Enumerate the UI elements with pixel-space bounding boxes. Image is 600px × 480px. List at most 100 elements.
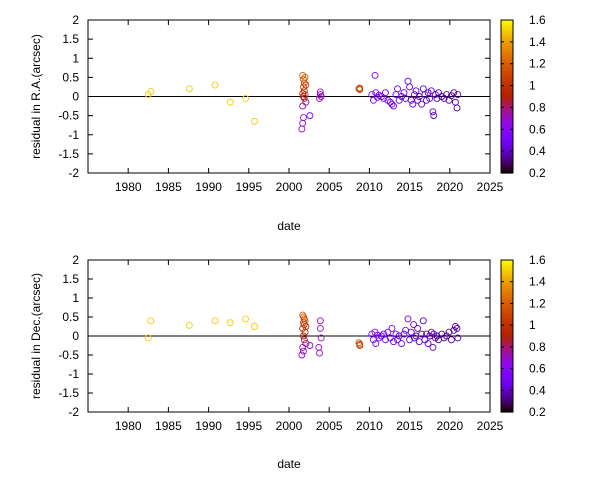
colorbar-segment: [501, 298, 513, 302]
y-tick-label: 1: [72, 291, 79, 305]
data-point: [412, 87, 420, 95]
colorbar-segment: [501, 353, 513, 357]
colorbar-tick-label: 1.4: [529, 275, 546, 289]
data-point: [299, 119, 307, 127]
x-tick-label: 2015: [396, 180, 423, 194]
colorbar-segment: [501, 305, 513, 309]
data-point: [451, 323, 459, 330]
colorbar-segment: [501, 88, 513, 92]
data-point: [211, 81, 219, 89]
data-point: [453, 104, 461, 112]
colorbar-segment: [501, 63, 513, 67]
colorbar-tick-label: 1: [529, 79, 536, 93]
data-point: [372, 340, 380, 348]
data-point: [371, 72, 379, 79]
data-point: [406, 83, 414, 91]
data-point: [390, 102, 397, 110]
colorbar-segment: [501, 391, 513, 395]
y-axis-label: residual in Dec.(arcsec): [29, 273, 43, 399]
colorbar-segment: [501, 129, 513, 133]
data-point: [298, 125, 306, 133]
colorbar-segment: [501, 76, 513, 80]
x-tick-label: 2005: [316, 419, 343, 433]
colorbar-segment: [501, 150, 513, 154]
data-point: [302, 98, 310, 106]
colorbar-segment: [501, 134, 513, 138]
colorbar-tick-label: 0.4: [529, 144, 546, 158]
colorbar-tick-label: 1.6: [529, 253, 546, 267]
colorbar-segment: [501, 152, 513, 156]
y-axis-label: residual in R.A.(arcsec): [29, 34, 43, 159]
colorbar-segment: [501, 127, 513, 131]
data-point: [443, 91, 451, 99]
colorbar-segment: [501, 104, 513, 108]
data-point: [390, 338, 397, 346]
data-point: [450, 89, 458, 97]
data-point: [395, 332, 403, 340]
data-point: [317, 93, 325, 100]
colorbar-segment: [501, 109, 513, 113]
x-tick-label: 2020: [436, 180, 463, 194]
colorbar-segment: [501, 315, 513, 319]
data-point: [406, 336, 414, 344]
data-point: [316, 317, 324, 325]
colorbar-segment: [501, 262, 513, 266]
colorbar-segment: [501, 122, 513, 126]
data-point: [242, 315, 250, 323]
data-point: [418, 100, 426, 108]
colorbar-segment: [501, 73, 513, 77]
colorbar-tick-label: 0.6: [529, 122, 546, 136]
colorbar-tick-label: 1.6: [529, 13, 546, 27]
y-tick-label: 1: [72, 51, 79, 65]
data-point: [250, 323, 258, 330]
data-point: [300, 347, 307, 355]
x-tick-label: 2005: [316, 180, 343, 194]
colorbar-segment: [501, 358, 513, 362]
colorbar-segment: [501, 318, 513, 322]
colorbar-segment: [501, 300, 513, 304]
colorbar-segment: [501, 277, 513, 281]
colorbar-segment: [501, 409, 513, 413]
colorbar-segment: [501, 285, 513, 289]
colorbar-segment: [501, 275, 513, 279]
colorbar-segment: [501, 348, 513, 352]
data-point: [418, 330, 426, 338]
data-point: [424, 340, 432, 348]
colorbar-segment: [501, 260, 513, 264]
colorbar-segment: [501, 160, 513, 164]
data-point: [226, 319, 234, 327]
y-tick-label: -1: [68, 367, 79, 381]
data-point: [382, 336, 389, 344]
colorbar-segment: [501, 356, 513, 360]
colorbar-segment: [501, 32, 513, 36]
y-tick-label: 1.5: [62, 32, 79, 46]
colorbar-segment: [501, 60, 513, 64]
colorbar-segment: [501, 381, 513, 385]
colorbar-segment: [501, 336, 513, 340]
data-point: [299, 102, 307, 110]
colorbar-segment: [501, 295, 513, 299]
data-point: [388, 100, 396, 108]
data-point: [147, 317, 155, 325]
data-point: [419, 317, 427, 325]
colorbar-segment: [501, 386, 513, 390]
colorbar-segment: [501, 35, 513, 39]
data-point: [443, 332, 451, 340]
data-point: [299, 343, 307, 351]
data-point: [300, 321, 308, 329]
data-point: [410, 321, 418, 329]
data-point: [404, 77, 412, 85]
colorbar-segment: [501, 25, 513, 29]
colorbar-segment: [501, 71, 513, 75]
colorbar-segment: [501, 65, 513, 70]
colorbar-segment: [501, 83, 513, 87]
data-point: [429, 108, 437, 116]
colorbar-segment: [501, 157, 513, 161]
colorbar-tick-label: 0.2: [529, 166, 546, 180]
data-point: [430, 112, 438, 120]
data-point: [355, 85, 363, 93]
x-tick-label: 1990: [195, 180, 222, 194]
colorbar-segment: [501, 142, 513, 146]
colorbar-segment: [501, 282, 513, 286]
